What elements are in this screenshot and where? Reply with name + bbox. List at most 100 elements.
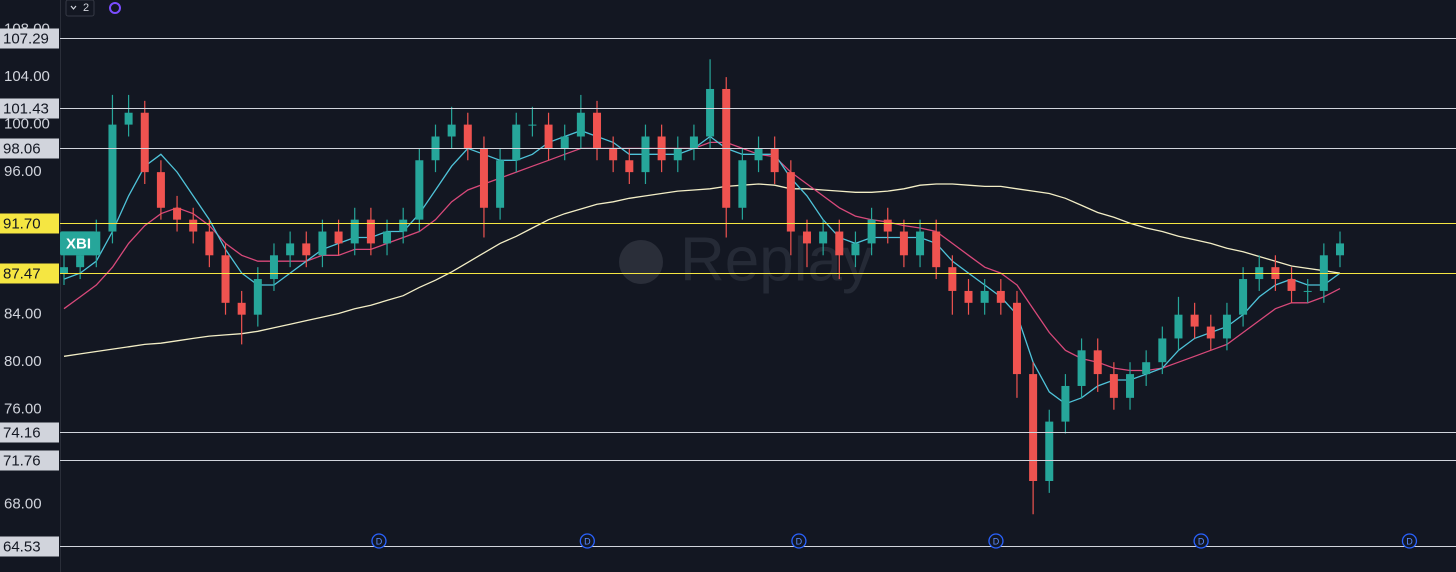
candle-body xyxy=(706,88,715,137)
event-label: D xyxy=(993,536,1000,546)
candle-body xyxy=(641,136,650,173)
candle-body xyxy=(1126,374,1135,398)
level-label: 74.16 xyxy=(3,424,41,441)
level-label-box xyxy=(0,422,59,443)
candle-body xyxy=(625,160,634,173)
event-marker[interactable] xyxy=(1193,533,1209,549)
candle-body xyxy=(383,231,392,244)
candle-body xyxy=(786,172,795,232)
level-label: 71.76 xyxy=(3,452,41,469)
candle-body xyxy=(189,219,198,232)
candle-body xyxy=(399,219,408,232)
candle-body xyxy=(415,160,424,220)
toolbar-button[interactable] xyxy=(65,0,95,17)
toolbar[interactable]: 2 xyxy=(65,0,121,17)
level-label: 64.53 xyxy=(3,538,41,555)
candle-body xyxy=(1239,279,1248,315)
candle-body xyxy=(964,290,973,303)
candle-body xyxy=(1012,302,1021,375)
candle-body xyxy=(205,231,214,256)
level-label: 91.70 xyxy=(3,215,41,232)
candle-body xyxy=(932,231,941,268)
candle-body xyxy=(156,172,165,208)
candle-body xyxy=(738,160,747,208)
symbol-tag: XBI xyxy=(66,235,91,252)
level-label-box xyxy=(0,28,59,49)
candle-body xyxy=(237,302,246,315)
candle-body xyxy=(802,231,811,244)
candle-body xyxy=(1287,279,1296,291)
candle-body xyxy=(92,231,101,256)
candle-body xyxy=(286,243,295,256)
y-tick-label: 100.00 xyxy=(4,116,50,133)
event-marker[interactable] xyxy=(791,533,807,549)
candle-body xyxy=(366,219,375,244)
candle-body xyxy=(318,231,327,256)
level-label-box xyxy=(0,98,59,119)
candle-body xyxy=(996,290,1005,303)
candle-body xyxy=(447,124,456,137)
candle-body xyxy=(883,219,892,232)
candle-body xyxy=(899,231,908,256)
candle-body xyxy=(496,160,505,208)
candle-body xyxy=(1190,314,1199,327)
event-marker[interactable] xyxy=(579,533,595,549)
event-label: D xyxy=(1198,536,1205,546)
y-tick-label: 68.00 xyxy=(4,496,42,513)
candle-body xyxy=(1109,374,1118,398)
event-marker[interactable] xyxy=(988,533,1004,549)
candle-body xyxy=(350,219,359,244)
candle-body xyxy=(1303,290,1312,292)
level-label: 101.43 xyxy=(3,100,49,117)
candle-body xyxy=(754,148,763,161)
y-tick-label: 104.00 xyxy=(4,68,50,85)
y-tick-label: 80.00 xyxy=(4,353,42,370)
watermark-text: Replay xyxy=(680,225,873,294)
candle-body xyxy=(770,148,779,173)
candle-body xyxy=(512,124,521,161)
y-tick-label: 96.00 xyxy=(4,163,42,180)
event-label: D xyxy=(796,536,803,546)
chevron xyxy=(70,5,77,10)
candle-body xyxy=(1061,385,1070,422)
candle-body xyxy=(1206,326,1215,339)
level-label-box xyxy=(0,263,59,284)
candle-body xyxy=(124,112,133,125)
candle-body xyxy=(689,136,698,149)
level-label-box xyxy=(0,536,59,557)
candle-body xyxy=(1174,314,1183,339)
candle-body xyxy=(1093,350,1102,375)
candle-body xyxy=(1142,362,1151,375)
watermark-icon xyxy=(619,240,663,284)
event-label: D xyxy=(584,536,591,546)
candle-body xyxy=(60,267,68,274)
candle-body xyxy=(851,243,860,256)
candle-body xyxy=(76,255,85,268)
moving-average xyxy=(63,183,1341,357)
level-label-box xyxy=(0,450,59,471)
candle-body xyxy=(1158,338,1167,363)
candle-body xyxy=(593,112,602,149)
candle-body xyxy=(560,136,569,149)
candle-body xyxy=(867,219,876,244)
y-tick-label: 76.00 xyxy=(4,401,42,418)
event-label: D xyxy=(376,536,383,546)
level-label-box xyxy=(0,138,59,159)
candle-body xyxy=(916,231,925,256)
candle-body xyxy=(1077,350,1086,386)
sync-icon[interactable] xyxy=(109,2,121,14)
event-marker[interactable] xyxy=(371,533,387,549)
candle-body xyxy=(819,231,828,244)
event-marker[interactable] xyxy=(1401,533,1418,549)
level-label: 98.06 xyxy=(3,140,41,157)
candle-body xyxy=(1045,421,1054,482)
candle-body xyxy=(544,124,553,149)
y-tick-label: 84.00 xyxy=(4,306,42,323)
candle-body xyxy=(221,255,230,303)
level-label: 107.29 xyxy=(3,30,49,47)
candle-body xyxy=(253,279,262,315)
candle-body xyxy=(980,290,989,303)
event-label: D xyxy=(1406,536,1413,546)
